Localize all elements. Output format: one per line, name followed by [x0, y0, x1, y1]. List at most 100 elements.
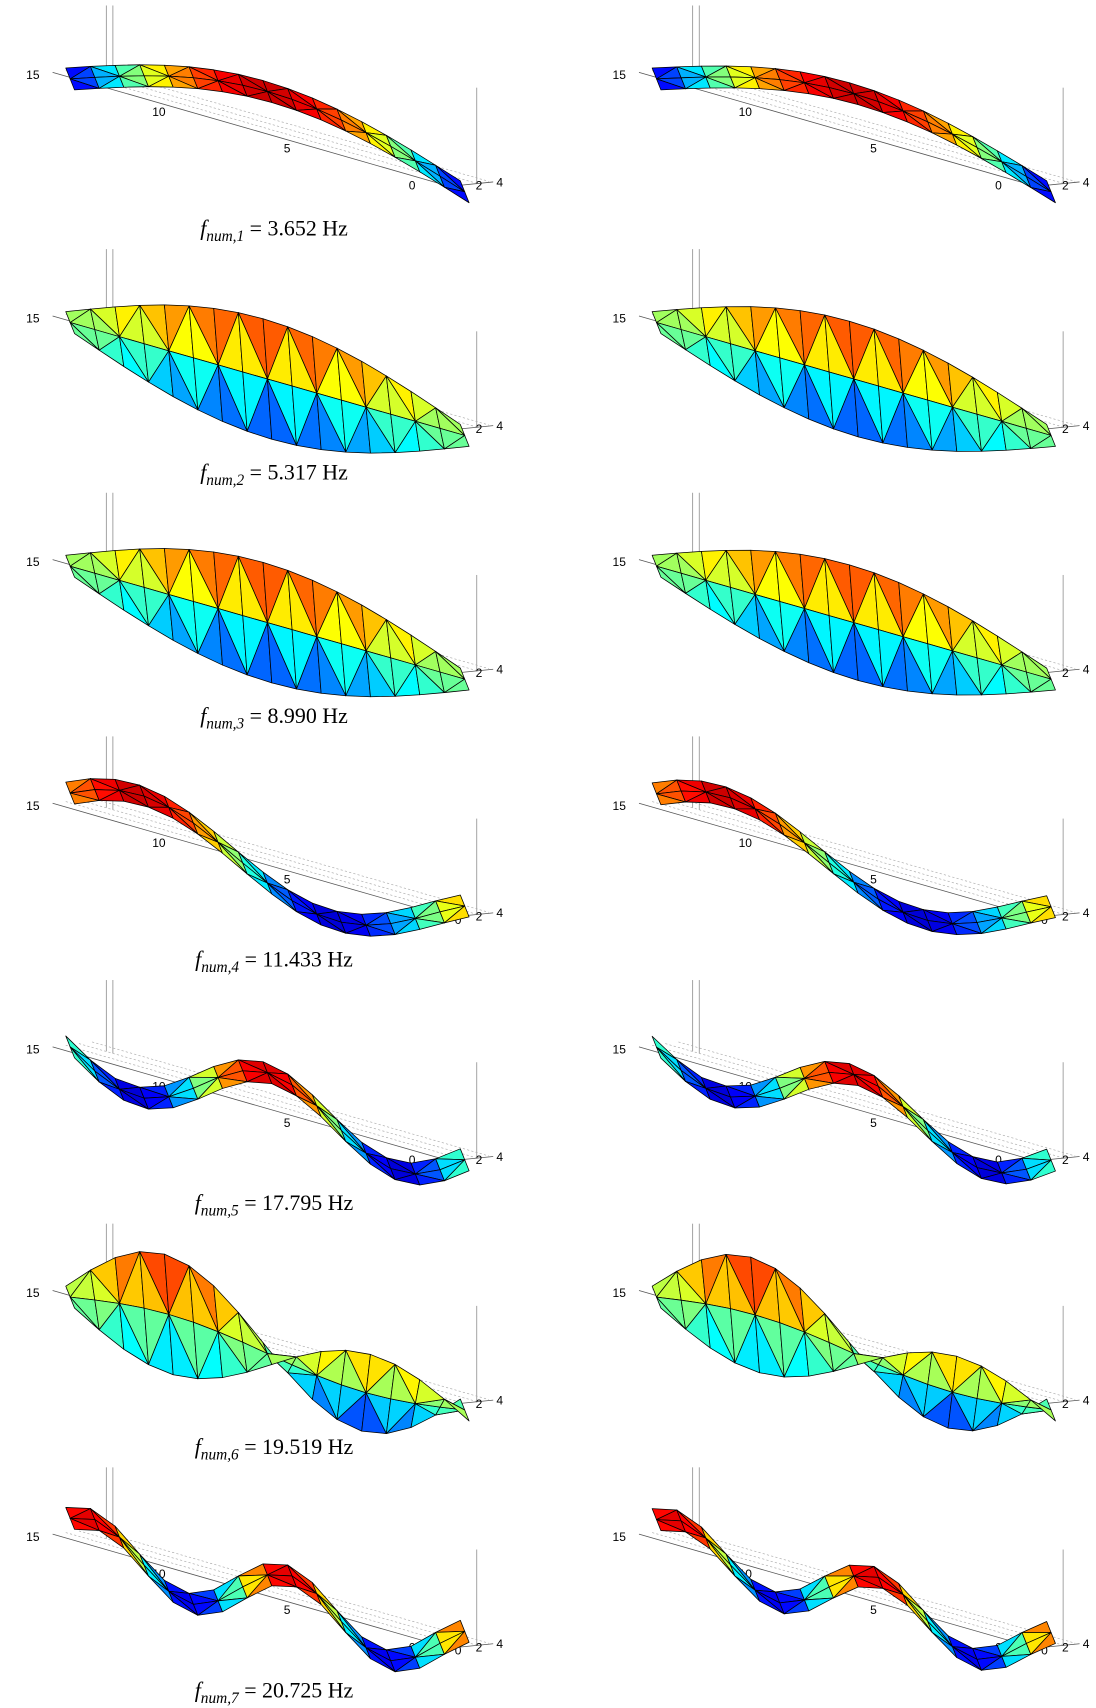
caption-value: = 3.652 Hz	[250, 216, 348, 241]
axis-tick-label: 0	[995, 1153, 1002, 1167]
grid-line	[78, 1043, 476, 1158]
grid-line	[652, 70, 1049, 185]
axis-tick-label: 10	[739, 105, 753, 119]
axis-tick-label: 4	[496, 419, 503, 433]
mesh-face	[754, 77, 785, 91]
mesh-face	[927, 1621, 953, 1648]
mesh-face	[336, 1610, 367, 1649]
axis-tick-label: 5	[284, 872, 291, 886]
mesh-face	[898, 99, 924, 112]
caption-subscript: num,2	[206, 472, 244, 489]
mesh-face	[1030, 1399, 1056, 1422]
mesh-face	[168, 350, 199, 411]
mesh-face	[804, 82, 834, 99]
mesh-face	[705, 336, 736, 382]
mesh-face	[365, 132, 396, 158]
axis-tick-label: 2	[1062, 422, 1069, 436]
axis-tick-label: 4	[496, 1150, 503, 1164]
axis-tick-label: 2	[1062, 179, 1069, 193]
axis-line	[638, 71, 1036, 187]
axis-tick-label: 15	[26, 1042, 40, 1056]
caption-value: = 11.433 Hz	[245, 947, 354, 972]
axis-tick-label: 2	[476, 422, 483, 436]
figure-body: 151050024fnum,1= 3.652 Hz151050024fexp,1…	[26, 5, 1090, 1707]
grid-line	[665, 1043, 1063, 1158]
mesh-face	[902, 911, 933, 932]
mesh-face	[267, 1353, 297, 1365]
mesh-face	[804, 364, 834, 430]
axis-tick-label: 5	[870, 141, 877, 155]
mesh-face	[69, 1518, 100, 1531]
mesh-face	[69, 78, 100, 91]
mode-panel: 151050024fnum,7= 20.725 Hz	[26, 1467, 503, 1707]
mesh-face	[1001, 161, 1032, 188]
grid-line	[78, 1530, 476, 1646]
caption-subscript: num,7	[201, 1690, 240, 1707]
grid-line	[65, 1044, 463, 1160]
mesh-face	[902, 392, 933, 451]
mode-panel: 151050024fexp,1= 3.810 Hz	[613, 5, 1090, 204]
mesh-face	[1001, 917, 1032, 930]
caption-symbol: f	[195, 1190, 204, 1215]
grid-line	[652, 1044, 1049, 1160]
mesh-face	[444, 905, 470, 924]
mesh-face	[168, 1314, 199, 1380]
axis-tick-label: 10	[152, 836, 166, 850]
caption-value: = 17.795 Hz	[244, 1190, 353, 1215]
mesh-face	[1021, 1621, 1052, 1633]
mesh-face	[902, 1351, 933, 1376]
caption: fnum,2 = 5.317 Hz	[200, 459, 348, 488]
mesh-face	[119, 75, 149, 88]
mesh-face	[853, 1353, 884, 1365]
grid-line	[665, 1530, 1063, 1646]
mesh-face	[853, 1575, 884, 1589]
mesh-face	[656, 322, 686, 351]
mesh-face	[853, 881, 884, 911]
mesh-face	[217, 364, 248, 432]
mesh-face	[754, 808, 785, 836]
mesh-face	[902, 110, 933, 134]
mesh-face	[952, 650, 982, 696]
grid-line	[91, 1041, 489, 1157]
mesh-face	[902, 636, 933, 695]
mesh-face	[444, 678, 470, 693]
mesh-face	[952, 133, 982, 159]
mesh-face	[316, 392, 347, 453]
axis-tick-label: 2	[476, 1397, 483, 1411]
mode-panel: 151050024fnum,3= 8.990 Hz	[26, 492, 503, 732]
mesh-face	[952, 1355, 982, 1393]
mesh-face	[267, 1574, 297, 1588]
mesh-face	[1030, 187, 1056, 204]
mesh-face	[415, 420, 445, 452]
mesh-face	[316, 1349, 347, 1376]
caption-symbol: f	[195, 1677, 204, 1702]
axis-tick-label: 15	[26, 68, 40, 82]
mode-panel: 151050024fexp,4= 12.366 Hz	[613, 736, 1090, 936]
mesh-face	[853, 1074, 884, 1098]
axis-tick-label: 15	[613, 1530, 627, 1544]
caption-subscript: num,3	[206, 715, 244, 732]
mesh-face	[69, 792, 100, 805]
grid-line	[91, 1285, 489, 1400]
mesh-face	[444, 1159, 470, 1182]
mesh-face	[415, 1653, 445, 1669]
axis-tick-label: 15	[26, 555, 40, 569]
axis-tick-label: 0	[409, 1153, 416, 1167]
axis-tick-label: 10	[152, 105, 166, 119]
mesh-face	[1001, 1654, 1032, 1668]
mesh-face	[217, 608, 248, 676]
caption: fnum,5 = 17.795 Hz	[195, 1190, 354, 1219]
mesh-face	[824, 1564, 855, 1577]
mesh-face	[444, 435, 470, 450]
mesh-face	[754, 1589, 785, 1615]
axis-tick-label: 4	[496, 175, 503, 189]
mesh-face	[365, 924, 396, 937]
mesh-face	[656, 793, 686, 806]
mesh-face	[365, 1152, 396, 1181]
grid-line	[91, 798, 489, 913]
mesh-face	[1030, 1632, 1056, 1655]
axis-tick-label: 5	[870, 1116, 877, 1130]
axis-tick-label: 5	[284, 1116, 291, 1130]
mesh-face	[415, 160, 445, 188]
